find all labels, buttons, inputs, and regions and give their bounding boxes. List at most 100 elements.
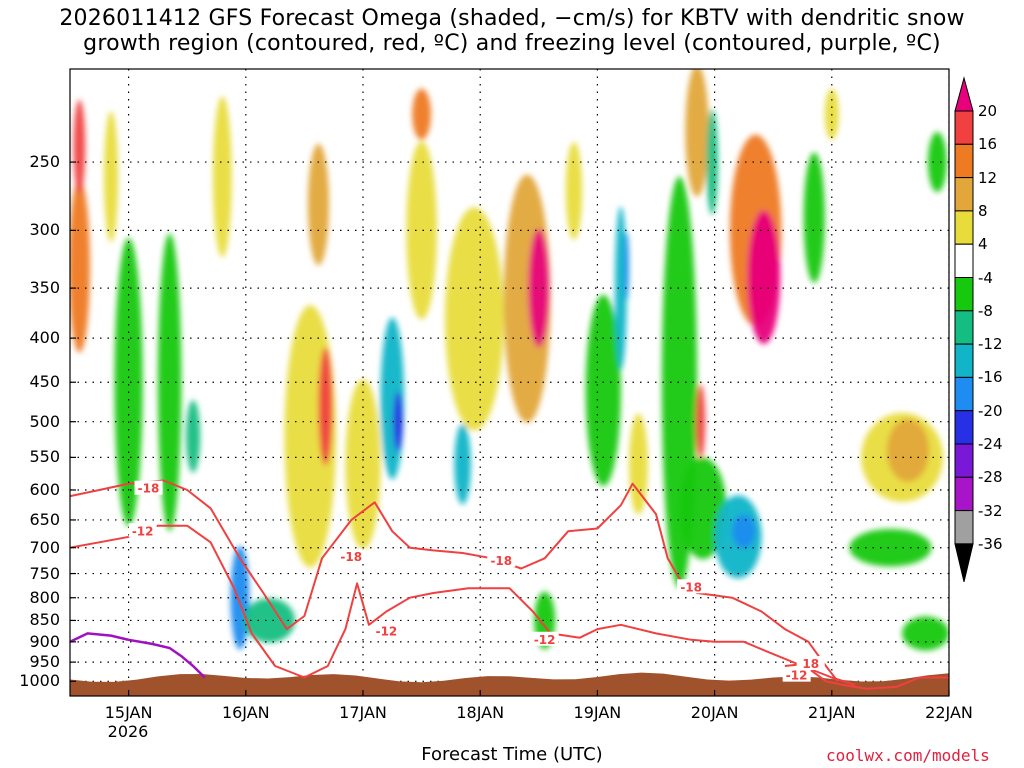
contour-label: -18 [680, 580, 702, 594]
contour-label: -18 [340, 550, 362, 564]
omega-shade [412, 88, 431, 140]
omega-shade [565, 142, 583, 240]
colorbar-band [954, 476, 974, 512]
colorbar-band [954, 376, 974, 412]
omega-shade [243, 598, 296, 643]
x-tick-label: 21JAN [807, 703, 856, 722]
omega-shade [345, 379, 381, 550]
colorbar-band [954, 110, 974, 145]
omega-shade [445, 207, 504, 431]
contour-label-bg [677, 579, 706, 594]
colorbar-label: -28 [978, 468, 1003, 487]
contour-label: -18 [490, 554, 512, 568]
colorbar-band [954, 510, 974, 545]
contour-label-bg [487, 552, 516, 567]
dgz-contour [70, 479, 839, 682]
colorbar-band [954, 143, 974, 179]
x-tick-label: 16JAN [221, 703, 270, 722]
colorbar-label: 12 [978, 168, 998, 187]
y-tick-label: 900 [29, 631, 60, 651]
contour-label-bg [796, 656, 825, 671]
colorbar-band [954, 177, 974, 212]
omega-shade [732, 514, 756, 549]
contour-label: -12 [534, 633, 556, 647]
omega-shade [454, 423, 471, 505]
omega-shade [307, 143, 330, 266]
colorbar-band [954, 310, 974, 345]
x-axis-title: Forecast Time (UTC) [421, 744, 603, 765]
colorbar-label: 8 [978, 201, 988, 220]
omega-shade [230, 545, 250, 650]
omega-shade [114, 238, 143, 527]
colorbar-band [954, 343, 974, 378]
y-tick-label: 300 [29, 220, 60, 240]
omega-shade [849, 528, 932, 567]
omega-shade [803, 152, 825, 283]
colorbar-label: -4 [978, 268, 993, 287]
contour-label: -18 [138, 482, 160, 496]
x-tick-label: 15JAN [104, 703, 153, 722]
omega-shade [706, 109, 719, 215]
colorbar-label: -32 [978, 501, 1003, 520]
x-tick-label: 20JAN [690, 703, 739, 722]
omega-shade [70, 179, 90, 353]
y-tick-label: 950 [29, 652, 60, 672]
contour-label-bg [337, 549, 366, 564]
contour-label: -12 [786, 669, 808, 683]
y-tick-label: 1000 [19, 671, 60, 691]
omega-shade [528, 228, 550, 348]
freezing-level-contour [70, 632, 206, 679]
credit-label: coolwx.com/models [826, 746, 990, 765]
ground-terrain [70, 672, 949, 696]
y-tick-label: 550 [29, 447, 60, 467]
omega-shade [212, 96, 232, 258]
contour-label: -12 [376, 624, 398, 638]
title-line-1: 2026011412 GFS Forecast Omega (shaded, −… [59, 6, 965, 31]
colorbar-label: -36 [978, 534, 1003, 553]
colorbar-label: 20 [978, 102, 998, 120]
y-tick-label: 400 [29, 328, 60, 348]
omega-shade [186, 400, 201, 473]
omega-shade [614, 206, 627, 370]
contour-label-bg [128, 523, 157, 538]
colorbar-label: -16 [978, 368, 1003, 387]
omega-shade [103, 111, 119, 243]
omega-shade [73, 99, 86, 194]
omega-shade [624, 231, 630, 301]
colorbar-label: -24 [978, 435, 1003, 453]
y-tick-label: 600 [29, 479, 60, 499]
colorbar-band [954, 243, 974, 278]
y-tick-label: 750 [29, 563, 60, 583]
colorbar-band [954, 210, 974, 245]
y-tick-label: 650 [29, 509, 60, 529]
colorbar-band [954, 410, 974, 445]
x-year-label: 2026 [107, 722, 149, 741]
x-tick-label: 18JAN [456, 703, 505, 722]
colorbar-top-triangle [954, 76, 974, 112]
y-tick-label: 250 [29, 152, 60, 172]
omega-shade [318, 347, 333, 466]
omega-shade [902, 616, 949, 651]
contour-label-bg [782, 667, 811, 682]
colorbar-label: 16 [978, 135, 998, 154]
title-line-2: growth region (contoured, red, ºC) and f… [83, 31, 941, 56]
x-tick-label: 19JAN [573, 703, 622, 722]
contour-label-bg [372, 623, 401, 638]
y-tick-label: 350 [29, 278, 60, 298]
omega-shade [393, 391, 403, 452]
omega-shade [927, 132, 947, 193]
y-tick-label: 800 [29, 587, 60, 607]
y-tick-label: 850 [29, 610, 60, 630]
dgz-contour [70, 524, 856, 686]
omega-shade [747, 210, 781, 345]
y-tick-label: 500 [29, 411, 60, 431]
omega-shade [629, 413, 648, 515]
colorbar-bottom-triangle [954, 543, 974, 583]
colorbar-label: -20 [978, 401, 1003, 420]
colorbar-label: -12 [978, 335, 1003, 354]
omega-shade [585, 294, 621, 487]
omega-shade [685, 69, 709, 197]
x-tick-label: 17JAN [339, 703, 387, 722]
y-tick-label: 700 [29, 537, 60, 557]
